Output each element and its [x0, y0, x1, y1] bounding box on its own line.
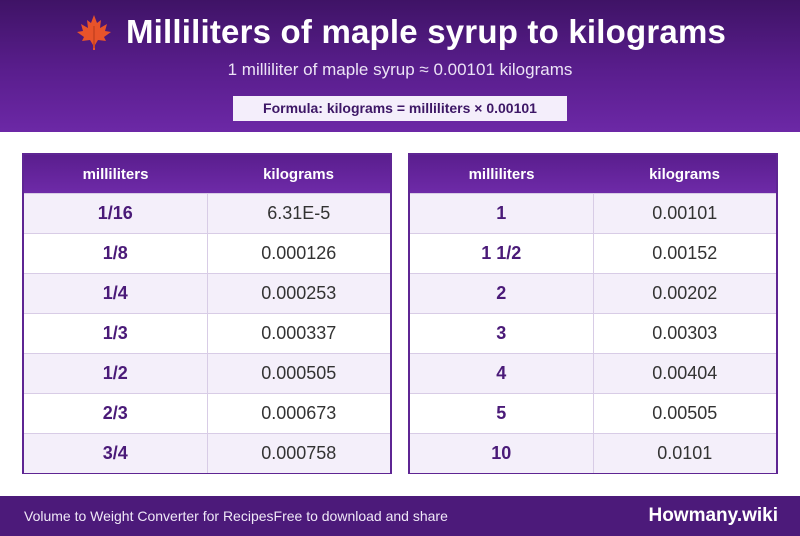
kilograms-cell: 6.31E-5 [267, 203, 331, 223]
table-row: 1/4 0.000253 [24, 273, 390, 313]
milliliters-cell: 2 [410, 274, 594, 313]
kilograms-cell: 0.000337 [261, 323, 337, 343]
kilograms-cell: 0.00101 [652, 203, 718, 223]
milliliters-cell: 3/4 [24, 434, 208, 473]
kilograms-cell: 0.00505 [652, 403, 718, 423]
kilograms-cell: 0.00303 [652, 323, 718, 343]
page-subtitle: 1 milliliter of maple syrup ≈ 0.00101 ki… [227, 60, 573, 79]
milliliters-cell: 4 [410, 354, 594, 393]
table-row: 1/2 0.000505 [24, 353, 390, 393]
table-row: 1 1/2 0.00152 [410, 233, 776, 273]
kilograms-cell: 0.000758 [261, 443, 337, 463]
table-row: 10 0.0101 [410, 433, 776, 473]
milliliters-cell: 2/3 [24, 394, 208, 433]
conversion-table-left: milliliters kilograms 1/16 6.31E-5 1/8 0.0… [22, 153, 392, 474]
table-row: 3 0.00303 [410, 313, 776, 353]
milliliters-cell: 1 [410, 194, 594, 233]
table-header: milliliters kilograms [410, 155, 776, 193]
table-row: 4 0.00404 [410, 353, 776, 393]
column-header-kilograms: kilograms [649, 165, 720, 183]
brand-logo-text[interactable]: Howmany.wiki [648, 505, 778, 526]
milliliters-cell: 10 [410, 434, 594, 473]
table-row: 2/3 0.000673 [24, 393, 390, 433]
table-row: 3/4 0.000758 [24, 433, 390, 473]
milliliters-cell: 1/8 [24, 234, 208, 273]
title-row: Milliliters of maple syrup to kilograms [0, 12, 800, 52]
kilograms-cell: 0.00202 [652, 283, 718, 303]
milliliters-cell: 1/4 [24, 274, 208, 313]
formula-box: Formula: kilograms = milliliters × 0.001… [233, 96, 567, 121]
milliliters-cell: 1/3 [24, 314, 208, 353]
kilograms-cell: 0.000126 [261, 243, 337, 263]
footer-share-note: Free to download and share [273, 508, 448, 524]
milliliters-cell: 1/2 [24, 354, 208, 393]
conversion-table-right: milliliters kilograms 1 0.00101 1 1/2 0.00… [408, 153, 778, 474]
footer-bar: Volume to Weight Converter for Recipes F… [0, 496, 800, 536]
milliliters-cell: 1/16 [24, 194, 208, 233]
table-row: 1/3 0.000337 [24, 313, 390, 353]
column-header-milliliters: milliliters [468, 165, 535, 183]
milliliters-cell: 3 [410, 314, 594, 353]
column-header-milliliters: milliliters [82, 165, 149, 183]
milliliters-cell: 5 [410, 394, 594, 433]
kilograms-cell: 0.000253 [261, 283, 337, 303]
table-row: 1/8 0.000126 [24, 233, 390, 273]
kilograms-cell: 0.000673 [261, 403, 337, 423]
kilograms-cell: 0.00404 [652, 363, 718, 383]
table-row: 1 0.00101 [410, 193, 776, 233]
milliliters-cell: 1 1/2 [410, 234, 594, 273]
table-header: milliliters kilograms [24, 155, 390, 193]
kilograms-cell: 0.00152 [652, 243, 718, 263]
page-title: Milliliters of maple syrup to kilograms [125, 13, 727, 50]
table-row: 5 0.00505 [410, 393, 776, 433]
column-header-kilograms: kilograms [263, 165, 334, 183]
table-row: 2 0.00202 [410, 273, 776, 313]
header-banner: Milliliters of maple syrup to kilograms … [0, 0, 800, 132]
kilograms-cell: 0.0101 [657, 443, 713, 463]
table-row: 1/16 6.31E-5 [24, 193, 390, 233]
footer-converter-label: Volume to Weight Converter for Recipes [24, 508, 274, 524]
maple-leaf-icon [76, 15, 111, 50]
kilograms-cell: 0.000505 [261, 363, 337, 383]
